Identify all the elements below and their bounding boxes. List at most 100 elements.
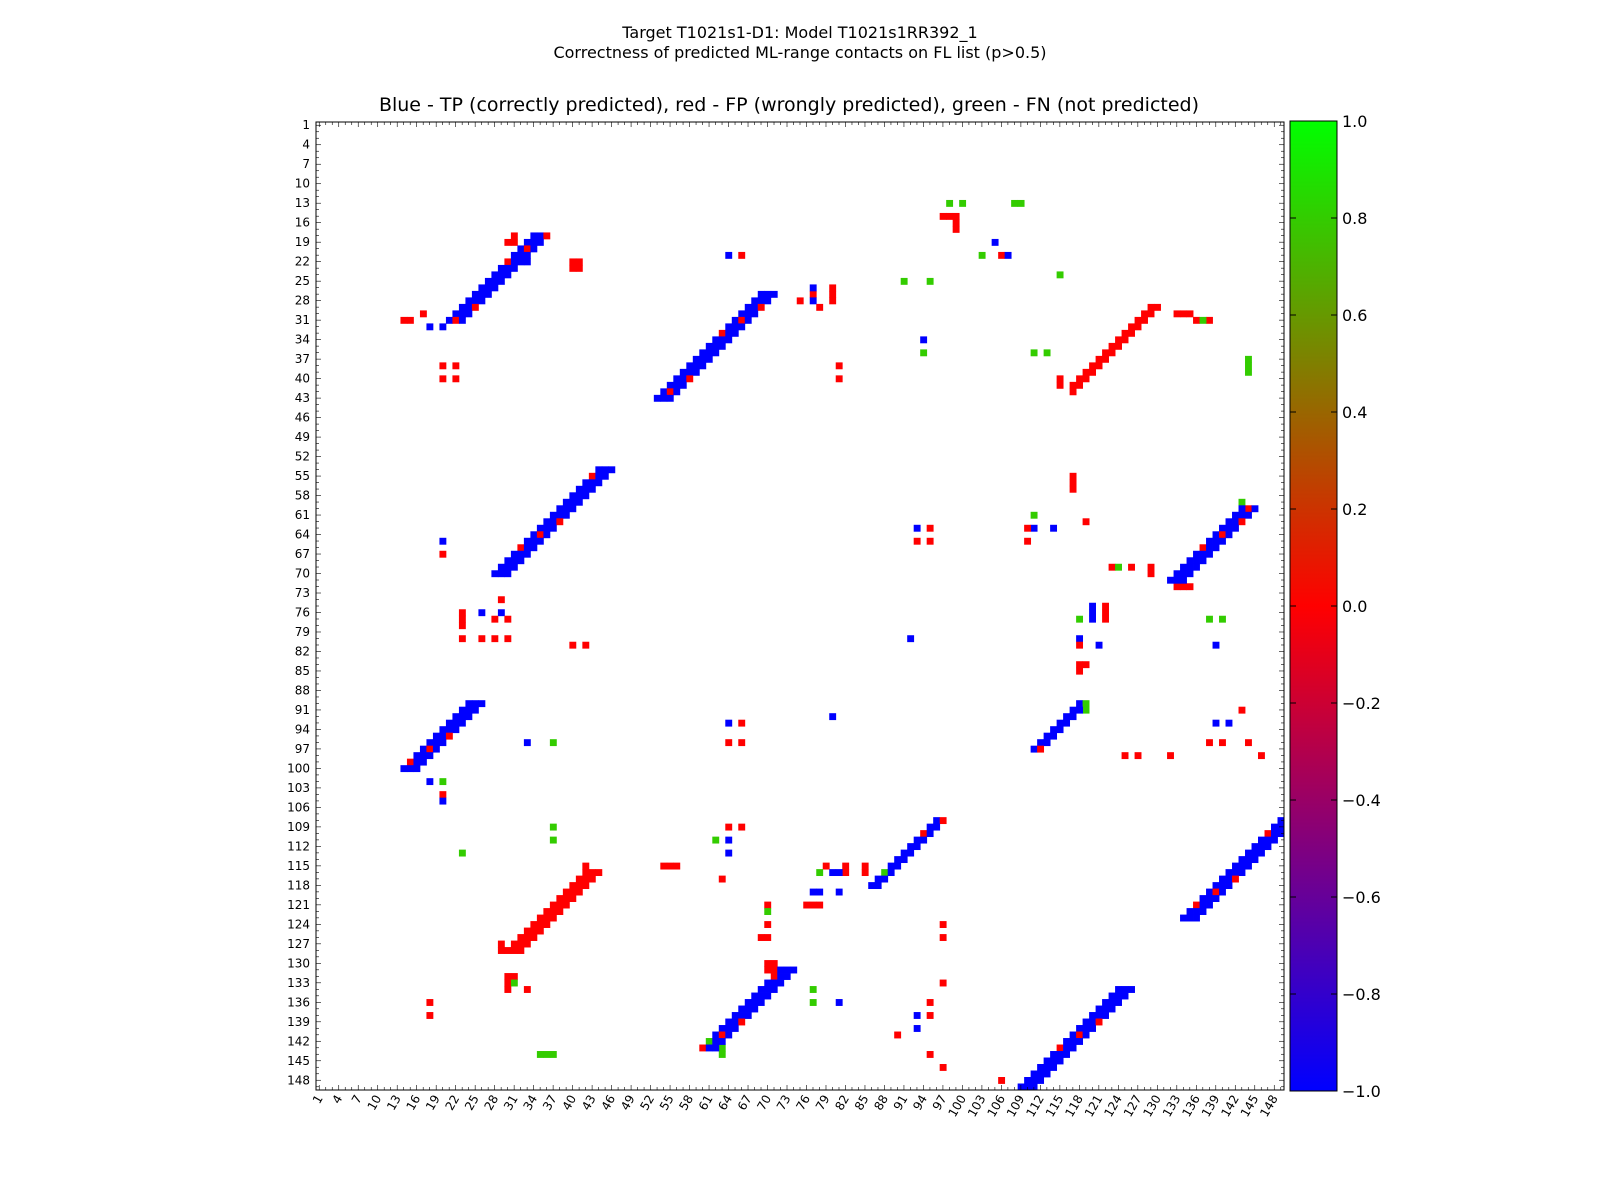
contact-cell: [829, 290, 837, 298]
contact-cell: [738, 1018, 746, 1026]
contact-cell: [666, 394, 674, 402]
contact-cell: [1186, 557, 1194, 565]
contact-cell: [1245, 739, 1252, 747]
contact-cell: [582, 862, 590, 870]
contact-cell: [562, 895, 570, 902]
contact-cell: [1089, 362, 1096, 370]
contact-cell: [770, 986, 778, 993]
contact-cell: [1095, 1005, 1103, 1013]
contact-cell: [653, 394, 661, 402]
contact-cell: [523, 550, 531, 558]
contact-cell: [894, 856, 902, 864]
contact-cell: [718, 1025, 726, 1032]
y-tick-label: 130: [287, 956, 310, 970]
x-tick-label: 91: [891, 1093, 911, 1113]
contact-cell: [705, 349, 713, 357]
contact-cell: [744, 310, 752, 318]
x-tick-label: 37: [540, 1093, 560, 1113]
contact-cell: [1141, 316, 1148, 324]
contact-cell: [556, 908, 564, 915]
contact-cell: [712, 1031, 720, 1039]
contact-cell: [1206, 316, 1213, 324]
contact-cell: [894, 862, 902, 870]
contact-cell: [523, 986, 531, 993]
contact-cell: [1076, 1031, 1084, 1039]
contact-cell: [731, 1025, 739, 1032]
contact-cell: [829, 869, 837, 877]
y-tick-label: 106: [287, 800, 310, 814]
contact-cell: [1232, 875, 1239, 883]
contact-cell: [445, 732, 453, 740]
contact-cell: [478, 635, 486, 643]
y-tick-label: 148: [287, 1073, 310, 1087]
contact-cell: [764, 992, 772, 1000]
contact-cell: [601, 472, 609, 480]
contact-cell: [491, 271, 499, 279]
contact-cell: [536, 531, 544, 539]
contact-cell: [497, 940, 505, 948]
contact-cell: [1199, 316, 1207, 324]
contact-cell: [1115, 342, 1122, 350]
contact-cell: [478, 609, 486, 617]
contact-cell: [1232, 862, 1239, 870]
y-tick-label: 97: [295, 742, 310, 756]
contact-cell: [666, 862, 674, 870]
contact-cell: [1238, 505, 1246, 513]
contact-cell: [1069, 713, 1077, 721]
contact-cell: [504, 570, 512, 578]
contact-cell: [1128, 986, 1135, 993]
contact-cell: [757, 986, 765, 993]
x-tick-label: 145: [1238, 1093, 1262, 1120]
contact-cell: [1264, 830, 1272, 838]
contact-cell: [1251, 849, 1259, 857]
y-tick-label: 19: [295, 235, 310, 249]
colorbar-tick-label: 0.6: [1342, 306, 1367, 325]
contact-cell: [1212, 537, 1220, 545]
contact-cell: [1147, 570, 1155, 578]
contact-cell: [582, 869, 590, 877]
contact-cell: [738, 1005, 746, 1013]
contact-cell: [530, 934, 538, 941]
contact-cell: [679, 381, 687, 389]
contact-cell: [569, 258, 577, 266]
contact-cell: [1102, 602, 1109, 610]
colorbar-tick-label: −0.2: [1342, 694, 1381, 713]
y-tick-label: 145: [287, 1054, 310, 1068]
contact-cell: [868, 882, 876, 890]
contact-cell: [809, 290, 817, 298]
contact-cell: [517, 550, 525, 558]
contact-cell: [751, 303, 759, 311]
contact-cell: [673, 375, 681, 383]
contact-cell: [686, 362, 694, 370]
contact-cell: [764, 290, 772, 298]
contact-cell: [699, 355, 707, 363]
contact-cell: [1264, 843, 1272, 851]
contact-cell: [881, 875, 889, 883]
y-tick-label: 7: [302, 157, 310, 171]
contact-cell: [1277, 830, 1285, 838]
contact-cell: [842, 869, 850, 877]
contact-cell: [1245, 856, 1252, 864]
contact-cell: [770, 290, 778, 298]
contact-cell: [1219, 875, 1226, 883]
contact-cell: [556, 895, 564, 902]
contact-cell: [1206, 888, 1213, 896]
contact-cell: [575, 882, 583, 890]
contact-cell: [1076, 706, 1084, 714]
contact-cell: [744, 1005, 752, 1013]
contact-cell: [478, 290, 486, 298]
contact-cell: [1199, 895, 1207, 902]
contact-cell: [458, 635, 466, 643]
contact-cell: [764, 960, 772, 967]
y-tick-label: 52: [295, 450, 310, 464]
contact-cell: [933, 823, 941, 831]
contact-cell: [725, 1025, 733, 1032]
contact-cell: [1219, 888, 1226, 896]
contact-cell: [523, 934, 531, 941]
x-tick-label: 79: [813, 1093, 833, 1113]
x-tick-label: 85: [852, 1093, 872, 1113]
contact-cell: [419, 752, 427, 760]
contact-cell: [1089, 602, 1096, 610]
contact-cell: [549, 518, 557, 526]
contact-cell: [439, 732, 447, 740]
